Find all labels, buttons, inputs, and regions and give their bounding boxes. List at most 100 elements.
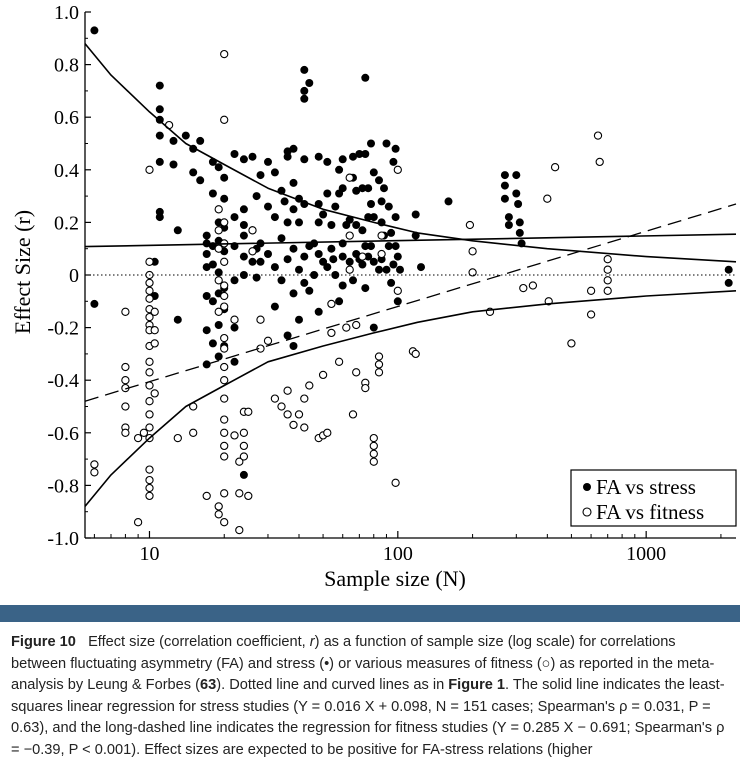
fitness-point — [248, 226, 257, 235]
caption-r-italic: r — [309, 634, 315, 650]
stress-point — [310, 239, 319, 248]
fitness-point — [230, 431, 239, 440]
stress-point — [361, 242, 370, 251]
fitness-point — [248, 247, 257, 256]
stress-point — [382, 265, 391, 274]
fitness-point — [220, 415, 229, 424]
stress-point — [283, 255, 292, 264]
stress-point — [338, 252, 347, 261]
fitness-point — [90, 468, 99, 477]
stress-point — [230, 323, 239, 332]
stress-point — [202, 263, 211, 272]
stress-point — [230, 150, 239, 158]
stress-point — [314, 152, 323, 161]
fitness-point — [145, 257, 154, 266]
stress-point — [264, 202, 272, 211]
fitness-point — [256, 315, 265, 324]
series-line-3 — [84, 203, 737, 402]
stress-point — [300, 65, 309, 74]
caption-text-1: Effect size (correlation coefficient, — [88, 634, 310, 650]
stress-point — [355, 150, 364, 158]
stress-point — [411, 210, 420, 219]
stress-point — [230, 357, 239, 366]
stress-point — [208, 260, 217, 269]
fitness-point — [391, 478, 400, 487]
stress-point — [375, 265, 383, 274]
y-tick-label: -0.8 — [47, 475, 79, 497]
y-tick-label: 0.2 — [54, 212, 79, 234]
x-tick-label: 1000 — [626, 543, 666, 565]
stress-point — [300, 94, 309, 103]
series-line-2 — [84, 233, 737, 248]
y-tick-label: -1.0 — [47, 528, 79, 550]
y-tick-label: 0.4 — [54, 160, 79, 182]
fitness-point — [145, 165, 154, 174]
reference-link[interactable]: 63 — [200, 677, 217, 694]
stress-point — [391, 242, 400, 251]
stress-point — [335, 297, 344, 306]
stress-point — [155, 157, 164, 166]
stress-point — [500, 171, 509, 180]
stress-point — [277, 276, 286, 285]
fitness-point — [270, 394, 280, 403]
fitness-point — [244, 407, 253, 416]
fitness-point — [133, 518, 143, 527]
stress-point — [289, 205, 298, 214]
stress-point — [220, 194, 229, 203]
stress-point — [361, 284, 370, 293]
stress-point — [248, 257, 257, 266]
fitness-point — [235, 489, 244, 498]
fitness-point — [374, 360, 384, 369]
stress-point — [169, 136, 178, 145]
fitness-point — [145, 410, 154, 419]
fitness-point — [244, 491, 253, 501]
fitness-point — [235, 525, 244, 535]
fitness-point — [393, 286, 402, 295]
stress-point — [327, 244, 336, 253]
fitness-point — [567, 339, 576, 348]
fitness-point — [593, 131, 603, 140]
stress-point — [361, 150, 370, 158]
y-tick-label: 0 — [69, 265, 79, 287]
stress-point — [289, 144, 298, 153]
fitness-point — [220, 302, 229, 311]
stress-point — [358, 260, 367, 269]
fitness-point — [318, 370, 328, 380]
y-tick-label: 1.0 — [54, 2, 79, 24]
fitness-point — [145, 312, 154, 322]
fitness-point — [294, 410, 304, 419]
stress-point — [323, 263, 332, 272]
fitness-point — [214, 276, 223, 285]
fitness-point — [145, 491, 154, 501]
fitness-point — [220, 441, 229, 451]
fitness-point — [528, 281, 538, 290]
series-line-5 — [84, 43, 737, 263]
stress-point — [319, 210, 328, 219]
stress-point — [369, 168, 378, 177]
fitness-point — [220, 452, 229, 461]
stress-point — [270, 302, 279, 311]
figure-1-link[interactable]: Figure 1 — [448, 677, 506, 694]
stress-point — [202, 292, 211, 300]
fitness-point — [133, 433, 143, 443]
stress-point — [389, 157, 398, 166]
stress-point — [382, 139, 391, 148]
fitness-point — [358, 252, 367, 261]
stress-point — [331, 202, 340, 211]
stress-point — [239, 231, 248, 240]
stress-point — [256, 171, 265, 180]
stress-point — [295, 218, 303, 227]
fitness-point — [90, 460, 99, 469]
stress-point — [364, 184, 373, 193]
stress-point — [300, 155, 309, 164]
stress-point — [417, 263, 425, 272]
stress-point — [512, 189, 521, 198]
stress-point — [90, 26, 99, 35]
legend-marker-open — [582, 507, 592, 517]
fitness-point — [121, 428, 130, 437]
stress-point — [384, 202, 393, 211]
stress-point — [369, 213, 378, 222]
fitness-point — [145, 483, 154, 493]
stress-point — [300, 278, 309, 287]
fitness-point — [586, 310, 596, 319]
